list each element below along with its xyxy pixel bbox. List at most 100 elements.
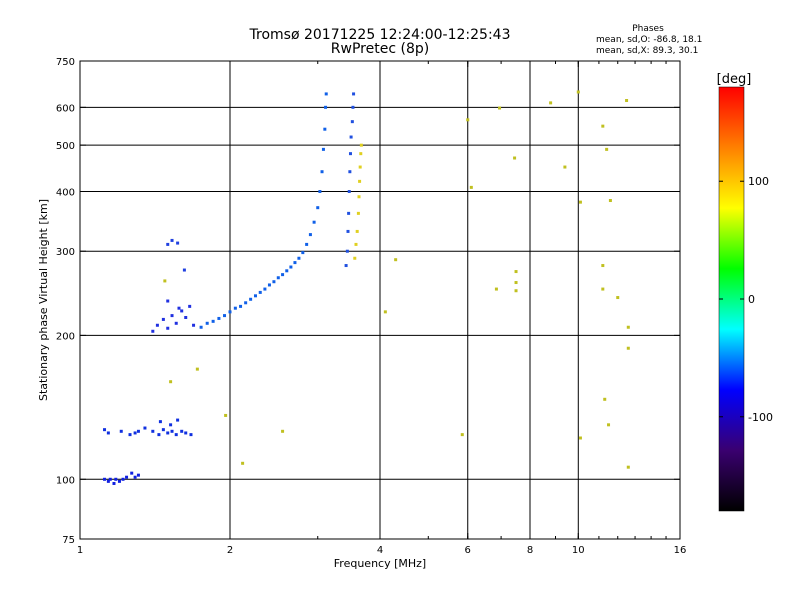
data-point [344, 264, 348, 268]
data-point [514, 289, 518, 293]
data-point [359, 152, 363, 156]
data-point [318, 189, 322, 193]
data-point [578, 200, 582, 204]
data-point [626, 325, 630, 329]
data-point [174, 433, 178, 437]
data-point [133, 475, 137, 479]
stats-line-o: mean, sd,O: -86.8, 18.1 [596, 35, 702, 45]
data-point [563, 165, 567, 169]
data-point [258, 290, 262, 294]
data-point [347, 189, 351, 193]
data-point [324, 105, 328, 109]
x-tick-label: 6 [465, 545, 471, 556]
data-point [605, 147, 609, 151]
data-point [308, 233, 312, 237]
data-point [253, 294, 257, 298]
data-point [469, 185, 473, 189]
data-point [241, 461, 245, 465]
data-point [616, 296, 620, 300]
data-point [184, 431, 188, 435]
data-point [180, 429, 184, 433]
y-axis-label: Stationary phase Virtual Height [km] [37, 199, 50, 401]
chart-title: Tromsø 20171225 12:24:00-12:25:43 [249, 27, 511, 43]
data-points [103, 90, 630, 485]
data-point [466, 118, 470, 122]
data-point [192, 323, 196, 327]
data-point [177, 306, 181, 310]
data-point [394, 258, 398, 262]
x-tick-label: 2 [227, 545, 233, 556]
data-point [121, 477, 125, 481]
data-point [249, 297, 253, 301]
data-point [155, 323, 159, 327]
data-point [626, 465, 630, 469]
data-point [119, 429, 123, 433]
data-point [117, 479, 121, 483]
data-point [130, 471, 134, 475]
y-tick-label: 600 [56, 103, 75, 114]
data-point [351, 105, 355, 109]
data-point [272, 280, 276, 284]
stats-line-x: mean, sd,X: 89.3, 30.1 [596, 46, 698, 56]
data-point [281, 273, 285, 277]
data-point [157, 433, 161, 437]
data-point [324, 92, 328, 96]
data-point [601, 124, 605, 128]
data-point [320, 170, 324, 174]
x-tick-label: 10 [572, 545, 585, 556]
data-point [125, 475, 129, 479]
data-point [289, 265, 293, 269]
data-point [180, 309, 184, 313]
data-point [199, 325, 203, 329]
chart-subtitle: RwPretec (8p) [331, 41, 429, 57]
y-tick-label: 200 [56, 331, 75, 342]
data-point [103, 477, 107, 481]
data-point [316, 206, 320, 210]
x-tick-label: 16 [674, 545, 687, 556]
data-point [176, 241, 180, 245]
data-point [161, 428, 165, 432]
data-point [112, 481, 116, 485]
data-point [281, 429, 285, 433]
data-point [161, 317, 165, 321]
data-point [576, 90, 580, 94]
data-point [224, 413, 228, 417]
data-point [136, 429, 140, 433]
data-point [182, 268, 186, 272]
data-point [239, 304, 243, 308]
data-point [549, 101, 553, 105]
y-tick-label: 500 [56, 141, 75, 152]
data-point [350, 120, 354, 124]
data-point [169, 380, 173, 384]
data-point [349, 135, 353, 139]
data-point [514, 270, 518, 274]
data-point [169, 423, 173, 427]
data-point [358, 165, 362, 169]
x-axis-label: Frequency [MHz] [334, 557, 426, 570]
data-point [608, 199, 612, 203]
data-point [285, 269, 289, 273]
data-point [166, 242, 170, 246]
y-tick-label: 75 [62, 535, 75, 546]
data-point [353, 256, 357, 260]
data-point [174, 321, 178, 325]
x-tick-label: 8 [527, 545, 533, 556]
data-point [358, 179, 362, 183]
data-point [158, 420, 162, 424]
data-point [166, 326, 170, 330]
data-point [354, 242, 358, 246]
data-point [357, 195, 361, 199]
y-tick-label: 750 [56, 57, 75, 68]
data-point [128, 433, 132, 437]
colorbar-tick-label: 0 [748, 293, 755, 306]
data-point [301, 251, 305, 255]
data-point [355, 229, 359, 233]
y-tick-label: 300 [56, 247, 75, 258]
data-point [498, 106, 502, 110]
data-point [359, 143, 363, 147]
data-point [143, 426, 147, 430]
data-point [321, 147, 325, 151]
data-point [205, 321, 209, 325]
stats-heading: Phases [632, 24, 664, 34]
